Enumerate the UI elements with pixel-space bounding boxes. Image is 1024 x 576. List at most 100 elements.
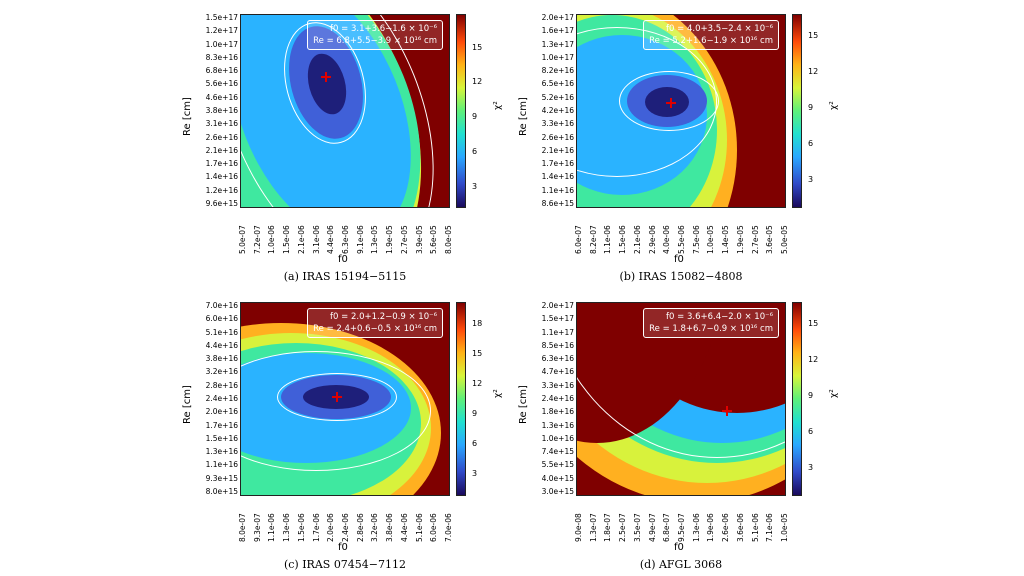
x-tick-label: 3.5e-07 — [632, 513, 642, 542]
colorbar-tick: 6 — [808, 427, 814, 436]
colorbar-label-d: χ² — [829, 389, 839, 398]
colorbar-label-b: χ² — [829, 101, 839, 110]
legend-a: f0 = 3.1+3.6−1.6 × 10⁻⁶ Re = 6.8+5.5−3.9… — [307, 20, 443, 50]
x-tick-label: 8.0e-05 — [444, 225, 453, 254]
x-tick-label: 2.8e-06 — [355, 513, 365, 542]
colorbar-b — [792, 14, 802, 208]
x-tick-label: 4.4e-06 — [326, 225, 336, 254]
y-tick-label: 1.3e+17 — [541, 39, 574, 49]
colorbar-tick: 9 — [808, 103, 814, 112]
y-tick-label: 5.1e+16 — [205, 327, 238, 337]
colorbar-tick: 3 — [472, 469, 478, 478]
colorbar-c — [456, 302, 466, 496]
x-tick-label: 5.5e-06 — [677, 225, 686, 254]
x-tick-label: 6.0e-07 — [574, 225, 583, 254]
caption-b: (b) IRAS 15082−4808 — [619, 270, 743, 283]
legend-f0-d: f0 = 3.6+6.4−2.0 × 10⁻⁶ — [666, 312, 773, 322]
y-tick-label: 1.0e+17 — [541, 52, 574, 62]
y-tick-label: 5.6e+16 — [205, 79, 238, 89]
x-tick-label: 1.3e-06 — [282, 513, 292, 542]
heatmap-b: f0 = 4.0+3.5−2.4 × 10⁻⁶ Re = 5.2+1.6−1.9… — [576, 14, 786, 208]
legend-re-d: Re = 1.8+6.7−0.9 × 10¹⁶ cm — [649, 324, 773, 334]
panel-c: f0 = 2.0+1.2−0.9 × 10⁻⁶ Re = 2.4+0.6−0.5… — [180, 296, 510, 576]
x-tick-label: 6.8e-07 — [662, 513, 672, 542]
x-tick-label: 2.9e-06 — [647, 225, 657, 254]
y-tick-label: 4.4e+16 — [205, 340, 238, 350]
x-tick-label: 6.3e-06 — [341, 225, 350, 254]
y-tick-label: 1.2e+16 — [205, 185, 238, 195]
x-tick-label: 8.2e-07 — [588, 225, 598, 254]
x-tick-label: 5.0e-07 — [238, 225, 247, 254]
colorbar-tick: 9 — [808, 391, 814, 400]
y-tick-label: 7.4e+15 — [541, 447, 574, 457]
legend-re-a: Re = 6.8+5.5−3.9 × 10¹⁶ cm — [313, 36, 437, 46]
x-tick-label: 1.9e-05 — [735, 225, 745, 254]
y-tick-label: 2.4e+16 — [541, 394, 574, 403]
y-axis-label-c: Re [cm] — [182, 385, 193, 424]
best-fit-marker-c — [332, 392, 342, 402]
caption-a: (a) IRAS 15194−5115 — [283, 270, 407, 283]
legend-f0-b: f0 = 4.0+3.5−2.4 × 10⁻⁶ — [666, 24, 773, 34]
x-tick-label: 2.6e-06 — [721, 513, 731, 542]
colorbar-tick: 12 — [808, 355, 819, 364]
y-tick-label: 2.0e+17 — [541, 13, 574, 22]
y-tick-label: 3.8e+16 — [205, 106, 238, 115]
y-tick-label: 1.2e+17 — [205, 26, 238, 36]
x-tick-label: 3.2e-06 — [370, 513, 380, 542]
legend-f0-a: f0 = 3.1+3.6−1.6 × 10⁻⁶ — [330, 24, 437, 34]
y-tick-label: 5.5e+15 — [541, 460, 574, 470]
colorbar-tick: 15 — [808, 31, 819, 40]
legend-d: f0 = 3.6+6.4−2.0 × 10⁻⁶ Re = 1.8+6.7−0.9… — [643, 308, 779, 338]
legend-f0-c: f0 = 2.0+1.2−0.9 × 10⁻⁶ — [330, 312, 437, 322]
x-tick-label: 5.1e-06 — [414, 513, 424, 542]
y-tick-label: 1.4e+16 — [541, 172, 574, 182]
x-tick-label: 1.9e-06 — [706, 513, 716, 542]
x-tick-label: 1.1e-06 — [603, 225, 613, 254]
y-tick-label: 2.0e+16 — [205, 407, 238, 417]
y-tick-label: 3.2e+16 — [205, 367, 238, 377]
y-tick-label: 1.7e+16 — [205, 420, 238, 430]
y-tick-label: 2.4e+16 — [205, 394, 238, 403]
x-tick-label: 1.9e-05 — [385, 225, 395, 254]
x-tick-label: 9.0e-08 — [574, 513, 583, 542]
x-tick-label: 7.2e-07 — [252, 225, 262, 254]
y-tick-label: 6.8e+16 — [205, 66, 238, 76]
y-tick-label: 6.0e+16 — [205, 314, 238, 324]
colorbar-tick: 15 — [808, 319, 819, 328]
y-tick-label: 1.3e+16 — [541, 420, 574, 430]
x-tick-label: 3.1e-06 — [311, 225, 321, 254]
x-tick-label: 2.7e-05 — [399, 225, 409, 254]
caption-c: (c) IRAS 07454−7112 — [283, 558, 407, 571]
x-tick-label: 1.0e-06 — [267, 225, 277, 254]
y-tick-label: 1.0e+16 — [541, 433, 574, 443]
best-fit-marker-a — [321, 72, 331, 82]
y-tick-label: 6.5e+16 — [541, 79, 574, 89]
y-tick-label: 2.6e+16 — [541, 132, 574, 142]
y-axis-label-b: Re [cm] — [518, 97, 529, 136]
y-tick-label: 2.6e+16 — [205, 132, 238, 142]
y-tick-label: 8.3e+16 — [205, 52, 238, 62]
x-tick-label: 1.5e-06 — [618, 225, 628, 254]
x-tick-label: 2.0e-06 — [326, 513, 336, 542]
y-tick-label: 8.5e+16 — [541, 340, 574, 350]
y-tick-label: 6.3e+16 — [541, 354, 574, 364]
legend-re-c: Re = 2.4+0.6−0.5 × 10¹⁶ cm — [313, 324, 437, 334]
x-tick-label: 3.6e-06 — [735, 513, 745, 542]
colorbar-tick: 15 — [472, 349, 483, 358]
y-tick-label: 4.7e+16 — [541, 367, 574, 377]
y-axis-label-d: Re [cm] — [518, 385, 529, 424]
colorbar-tick: 12 — [808, 67, 819, 76]
best-fit-marker-b — [666, 98, 676, 108]
y-tick-label: 1.0e+17 — [205, 39, 238, 49]
heatmap-a: f0 = 3.1+3.6−1.6 × 10⁻⁶ Re = 6.8+5.5−3.9… — [240, 14, 450, 208]
x-axis-label-d: f0 — [674, 542, 684, 553]
y-tick-label: 1.7e+16 — [541, 159, 574, 169]
y-tick-label: 2.8e+16 — [205, 380, 238, 390]
x-tick-label: 7.0e-06 — [444, 513, 453, 542]
colorbar-tick: 18 — [472, 319, 483, 328]
y-tick-label: 2.0e+17 — [541, 301, 574, 310]
x-tick-label: 4.9e-07 — [647, 513, 657, 542]
y-tick-label: 9.3e+15 — [205, 473, 238, 483]
colorbar-tick: 15 — [472, 43, 483, 52]
x-tick-label: 2.7e-05 — [750, 225, 760, 254]
